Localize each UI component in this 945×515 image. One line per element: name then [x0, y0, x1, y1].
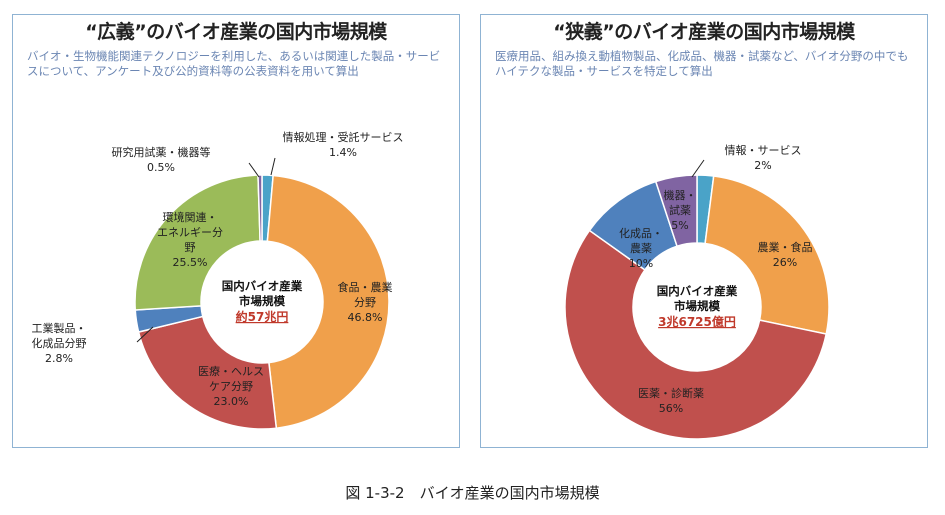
slice-label-0: 情報処理・受託サービス 1.4%: [283, 130, 404, 159]
value-label: 0.5%: [147, 161, 175, 174]
value-label: 26%: [773, 256, 797, 269]
slice-label-3: 化成品・農薬 10%: [619, 226, 663, 270]
value-label: 10%: [629, 257, 653, 270]
slice-label-1: 食品・農業分野 46.8%: [338, 280, 393, 324]
label-line: 分野: [354, 296, 376, 309]
leader-line: [691, 159, 705, 178]
slice-5: [257, 174, 263, 242]
slice-labels: 情報処理・受託サービス 1.4% 食品・農業分野 46.8% 医療・ヘルスケア分野 23.…: [32, 130, 404, 408]
value-label: 2.8%: [45, 352, 73, 365]
label-line: 環境関連・: [163, 210, 218, 224]
chart-subtitle: バイオ・生物機能関連テクノロジーを利用した、あるいは関連した製品・サービスについ…: [27, 49, 441, 78]
label-line: 化成品・: [619, 226, 663, 240]
slice-label-4: 環境関連・エネルギー分野 25.5%: [157, 210, 223, 269]
slice-label-4: 機器・試薬 5%: [664, 188, 697, 232]
center-label-line: 国内バイオ産業: [222, 279, 303, 293]
slice-label-1: 農業・食品 26%: [758, 240, 813, 269]
chart-title: “広義”のバイオ産業の国内市場規模: [85, 21, 387, 43]
chart-subtitle: 医療用品、組み換え動植物製品、化成品、機器・試薬など、バイオ分野の中でもハイテク…: [495, 49, 909, 78]
value-label: 25.5%: [173, 256, 208, 269]
label-line: 食品・農業: [338, 280, 393, 294]
slice-label-3: 工業製品・化成品分野 2.8%: [32, 321, 87, 365]
center-value: 約57兆円: [236, 309, 289, 324]
slice-2: [137, 315, 278, 430]
slice-1: [266, 174, 390, 430]
slices: [564, 174, 830, 440]
leader-line: [136, 326, 154, 343]
label-line: 農業・食品: [758, 240, 813, 254]
chart-title: “狭義”のバイオ産業の国内市場規模: [553, 21, 855, 43]
wide-donut-chart: 情報処理・受託サービス 1.4% 食品・農業分野 46.8% 医療・ヘルスケア分野 23.…: [32, 130, 404, 430]
label-line: 研究用試薬・機器等: [112, 145, 211, 159]
label-line: 医薬・診断薬: [638, 386, 704, 400]
center-label-line: 市場規模: [239, 294, 285, 308]
slice-label-2: 医療・ヘルスケア分野 23.0%: [198, 364, 264, 408]
value-label: 23.0%: [214, 395, 249, 408]
slice-4: [134, 174, 261, 311]
wide-definition-chart-panel: “広義”のバイオ産業の国内市場規模 バイオ・生物機能関連テクノロジーを利用した、…: [12, 14, 460, 448]
label-line: エネルギー分: [157, 226, 223, 239]
slice-label-5: 研究用試薬・機器等 0.5%: [112, 145, 211, 174]
leader-line: [270, 157, 276, 176]
slice-4: [654, 174, 698, 248]
value-label: 1.4%: [329, 146, 357, 159]
slice-label-0: 情報・サービス 2%: [725, 144, 802, 172]
value-label: 5%: [671, 219, 688, 232]
slice-2: [564, 229, 828, 440]
label-line: 野: [185, 241, 196, 254]
label-line: 情報処理・受託サービス: [283, 130, 404, 144]
center-label-line: 市場規模: [674, 299, 720, 313]
label-line: 工業製品・: [32, 321, 87, 335]
label-line: 医療・ヘルス: [198, 364, 264, 378]
label-line: 試薬: [669, 203, 691, 217]
leader-line: [248, 162, 260, 178]
value-label: 2%: [754, 159, 771, 172]
label-line: 農薬: [630, 241, 652, 255]
label-line: ケア分野: [209, 380, 253, 393]
narrow-definition-chart-panel: “狭義”のバイオ産業の国内市場規模 医療用品、組み換え動植物製品、化成品、機器・…: [480, 14, 928, 448]
slice-1: [704, 175, 830, 335]
center-label-line: 国内バイオ産業: [657, 284, 738, 298]
center-value: 3兆6725億円: [658, 314, 736, 329]
label-line: 機器・: [664, 188, 697, 202]
label-line: 化成品分野: [32, 336, 87, 350]
narrow-donut-chart: 情報・サービス 2% 農業・食品 26% 医薬・診断薬 56% 化成品・農薬 10% 機器・試薬…: [564, 144, 830, 440]
value-label: 56%: [659, 402, 683, 415]
slice-label-2: 医薬・診断薬 56%: [638, 386, 704, 415]
slice-labels: 情報・サービス 2% 農業・食品 26% 医薬・診断薬 56% 化成品・農薬 10% 機器・試薬…: [619, 144, 813, 415]
figure-caption: 図 1-3-2 バイオ産業の国内市場規模: [345, 484, 600, 502]
label-line: 情報・サービス: [725, 144, 802, 157]
slices: [134, 174, 390, 430]
value-label: 46.8%: [348, 311, 383, 324]
